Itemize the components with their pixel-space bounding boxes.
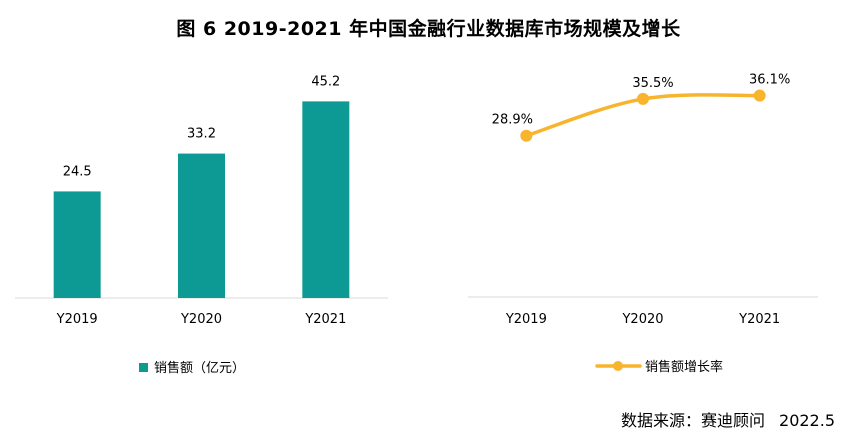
data-label-Y2019: 28.9% [492, 113, 533, 128]
data-label-Y2019: 24.5 [63, 164, 92, 179]
growth-line-chart: 28.9% Y2019 35.5% Y2020 36.1% Y2021 销售额增长率 [468, 73, 818, 375]
x-tick-label-Y2021: Y2021 [304, 312, 346, 327]
legend-label: 销售额增长率 [645, 359, 723, 375]
source-date: 2022.5 [779, 411, 835, 430]
x-tick-label-Y2021: Y2021 [738, 312, 780, 327]
source-label: 数据来源：赛迪顾问 [621, 411, 766, 430]
bar-Y2019 [53, 191, 101, 298]
point-Y2021 [753, 89, 766, 102]
point-Y2019 [520, 129, 533, 142]
x-tick-label-Y2019: Y2019 [505, 312, 547, 327]
legend-label: 销售额（亿元） [154, 360, 245, 376]
source-note: 数据来源：赛迪顾问 2022.5 [621, 407, 835, 431]
figure-title: 图 6 2019-2021 年中国金融行业数据库市场规模及增长 [176, 18, 681, 40]
bar-Y2021 [302, 101, 350, 298]
data-label-Y2020: 35.5% [632, 76, 673, 91]
x-tick-label-Y2020: Y2020 [180, 312, 222, 327]
data-label-Y2021: 45.2 [311, 74, 340, 89]
data-label-Y2021: 36.1% [749, 73, 790, 88]
legend-swatch [139, 363, 148, 372]
legend-marker [613, 361, 623, 371]
x-tick-label-Y2019: Y2019 [56, 312, 98, 327]
sales-bar-chart: 24.5 Y2019 33.2 Y2020 45.2 Y2021 销售额（亿元） [15, 74, 388, 376]
point-Y2020 [637, 92, 649, 105]
data-label-Y2020: 33.2 [187, 127, 216, 142]
x-tick-label-Y2020: Y2020 [621, 312, 663, 327]
bar-Y2020 [178, 153, 225, 298]
